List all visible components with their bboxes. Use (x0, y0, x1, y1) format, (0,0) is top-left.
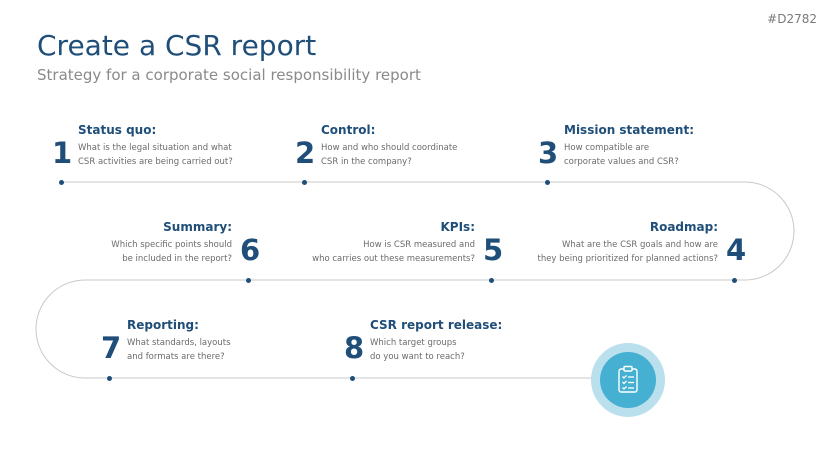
step-title: Roadmap: (649, 220, 718, 234)
step-title: Reporting: (127, 318, 199, 332)
step-description-line-1: What is the legal situation and what (78, 143, 232, 153)
step-dot (107, 376, 112, 381)
step-description-line-1: How and who should coordinate (321, 143, 458, 153)
step-description-line-1: What standards, layouts (127, 338, 231, 348)
step-description-line-1: What are the CSR goals and how are (561, 240, 718, 250)
step-description-line-2: CSR in the company? (321, 157, 412, 167)
step-dot (59, 180, 64, 185)
step-number: 5 (483, 233, 504, 267)
step-title: CSR report release: (370, 318, 503, 332)
step-description-line-1: Which specific points should (111, 240, 232, 250)
step-dot (246, 278, 251, 283)
step-title: Summary: (163, 220, 232, 234)
slide-code: #D2782 (767, 12, 817, 26)
step-description-line-1: How is CSR measured and (363, 240, 475, 250)
step-number: 8 (344, 331, 365, 365)
step-description-line-1: Which target groups (370, 338, 457, 348)
step-description-line-2: they being prioritized for planned actio… (537, 254, 718, 264)
step-dot (350, 376, 355, 381)
step-number: 1 (52, 136, 73, 170)
step-description-line-2: and formats are there? (127, 352, 225, 362)
step-description-line-1: How compatible are (564, 143, 650, 153)
final-badge-inner (600, 352, 656, 408)
step-number: 2 (295, 136, 316, 170)
step-title: KPIs: (440, 220, 476, 234)
step-number: 6 (240, 233, 261, 267)
clipboard-checklist-icon (618, 365, 638, 393)
step-description-line-2: who carries out these measurements? (312, 254, 475, 264)
page-title: Create a CSR report (37, 29, 317, 62)
step-dot (302, 180, 307, 185)
step-description-line-2: be included in the report? (122, 254, 232, 264)
step-description-line-2: corporate values and CSR? (564, 157, 679, 167)
final-badge (591, 343, 665, 417)
step-description-line-2: do you want to reach? (370, 352, 465, 362)
step-dot (732, 278, 737, 283)
step-title: Status quo: (78, 123, 157, 137)
step-dot (489, 278, 494, 283)
step-number: 4 (726, 233, 747, 267)
page-subtitle: Strategy for a corporate social responsi… (37, 66, 421, 84)
step-title: Control: (321, 123, 376, 137)
step-description-line-2: CSR activities are being carried out? (78, 157, 233, 167)
step-title: Mission statement: (564, 123, 694, 137)
step-number: 3 (538, 136, 559, 170)
step-dot (545, 180, 550, 185)
step-number: 7 (101, 331, 122, 365)
